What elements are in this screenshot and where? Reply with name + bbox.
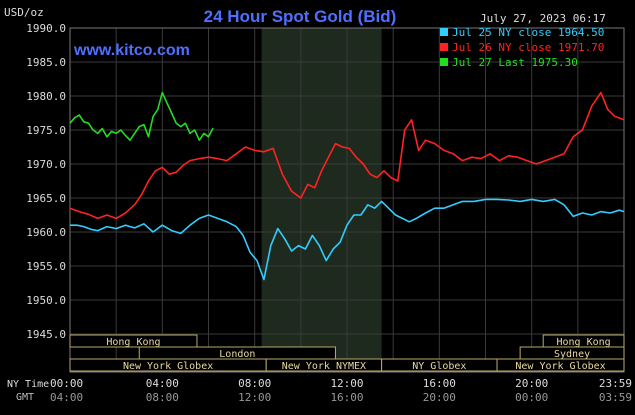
- nymex-shaded-region: [261, 28, 382, 372]
- ny-time-tick: 00:00: [50, 377, 83, 390]
- gmt-time-tick: 20:00: [423, 391, 456, 404]
- ny-time-tick: 08:00: [238, 377, 271, 390]
- session-label: NY Globex: [412, 361, 466, 372]
- session-label: New York Globex: [123, 361, 213, 372]
- ny-time-tick: 04:00: [146, 377, 179, 390]
- ny-time-tick: 20:00: [515, 377, 548, 390]
- legend-swatch-1: [440, 43, 448, 51]
- y-tick-label: 1970.0: [26, 158, 66, 171]
- series-line-1: [69, 91, 625, 220]
- session-label: Hong Kong: [106, 337, 160, 348]
- y-tick-label: 1955.0: [26, 260, 66, 273]
- gmt-time-tick: 08:00: [146, 391, 179, 404]
- y-axis-unit-label: USD/oz: [4, 6, 44, 19]
- series-line-0: [70, 198, 625, 281]
- gmt-time-tick: 04:00: [50, 391, 83, 404]
- legend: Jul 25 NY close 1964.50 Jul 26 NY close …: [440, 26, 604, 69]
- gmt-time-tick: 12:00: [238, 391, 271, 404]
- y-tick-label: 1950.0: [26, 294, 66, 307]
- y-tick-label: 1960.0: [26, 226, 66, 239]
- session-label: London: [219, 349, 255, 360]
- y-tick-label: 1975.0: [26, 124, 66, 137]
- legend-swatch-2: [440, 58, 448, 66]
- series-layer: [69, 91, 625, 281]
- ny-time-tick: 16:00: [423, 377, 456, 390]
- shade-layer: [261, 28, 382, 372]
- gmt-time-tick: 16:00: [330, 391, 363, 404]
- session-label: Sydney: [554, 349, 590, 360]
- chart-datetime: July 27, 2023 06:17: [480, 12, 606, 25]
- legend-label-2: Jul 27 Last 1975.30: [452, 56, 578, 69]
- ny-time-label: NY Time: [7, 379, 49, 390]
- session-box: [69, 334, 198, 348]
- gmt-time-tick: 00:00: [515, 391, 548, 404]
- session-label: New York NYMEX: [282, 361, 366, 372]
- y-tick-label: 1985.0: [26, 56, 66, 69]
- session-box: [496, 358, 625, 372]
- legend-label-0: Jul 25 NY close 1964.50: [452, 26, 604, 39]
- gmt-label: GMT: [16, 392, 34, 403]
- legend-swatch-0: [440, 28, 448, 36]
- chart-title: 24 Hour Spot Gold (Bid): [204, 7, 397, 26]
- axis-layer: 1990.0 1985.0 1980.0 1975.0 1970.0 1965.0 1960…: [26, 22, 66, 341]
- y-tick-label: 1945.0: [26, 328, 66, 341]
- series-line-2: [69, 91, 214, 141]
- legend-label-1: Jul 26 NY close 1971.70: [452, 41, 604, 54]
- plot-frame: [69, 27, 625, 373]
- y-tick-label: 1980.0: [26, 90, 66, 103]
- ny-time-tick: 23:59: [599, 377, 632, 390]
- time-ticks: 00:0004:0004:0008:0008:0012:0012:0016:00…: [50, 377, 632, 404]
- y-tick-label: 1965.0: [26, 192, 66, 205]
- session-label: New York Globex: [515, 361, 605, 372]
- gmt-time-tick: 03:59: [599, 391, 632, 404]
- site-link[interactable]: www.kitco.com: [73, 42, 190, 59]
- y-tick-label: 1990.0: [26, 22, 66, 35]
- session-label: Hong Kong: [557, 337, 611, 348]
- ny-time-tick: 12:00: [330, 377, 363, 390]
